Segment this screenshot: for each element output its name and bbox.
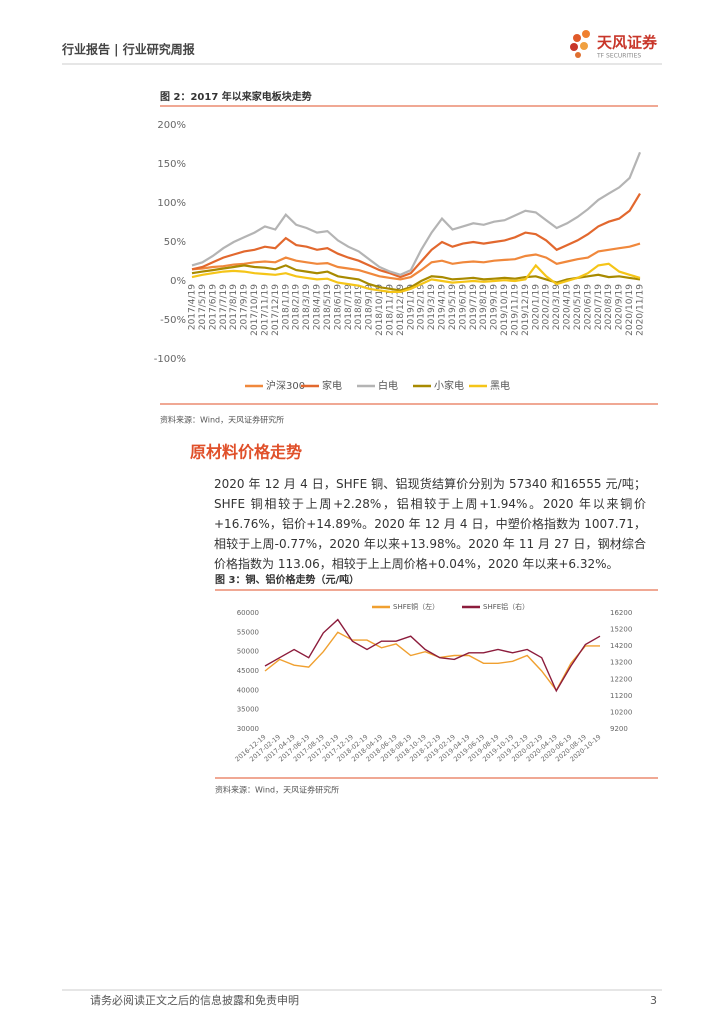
y2-tick-label: 13200 bbox=[610, 659, 632, 667]
legend-label: 黑电 bbox=[490, 379, 510, 392]
paragraph: 2020 年 12 月 4 日，SHFE 铜、铝现货结算价分别为 57340 和… bbox=[214, 477, 646, 571]
series-line bbox=[264, 618, 601, 693]
x-tick-label: 2017/4/19 bbox=[188, 284, 198, 330]
x-tick-label: 2017/7/19 bbox=[219, 284, 229, 330]
y-tick-label: 45000 bbox=[237, 667, 259, 675]
legend-label: 沪深300 bbox=[266, 379, 305, 392]
x-tick-label: 2018/12/19 bbox=[396, 284, 406, 336]
x-tick-label: 2020/6/19 bbox=[583, 284, 593, 330]
series-line bbox=[191, 151, 642, 276]
x-tick-label: 2020/5/19 bbox=[573, 284, 583, 330]
legend-label: 白电 bbox=[378, 379, 398, 392]
y2-tick-label: 11200 bbox=[610, 692, 632, 700]
x-tick-label: 2020/8/19 bbox=[604, 284, 614, 330]
y-tick-label: 100% bbox=[157, 198, 186, 209]
x-tick-label: 2018/8/19 bbox=[354, 284, 364, 330]
y2-tick-label: 12200 bbox=[610, 675, 632, 683]
footer-disclaimer: 请务必阅读正文之后的信息披露和免责申明 bbox=[90, 993, 299, 1007]
x-tick-label: 2017/10/19 bbox=[250, 284, 260, 336]
logo-name: 天风证券 bbox=[597, 34, 658, 52]
x-tick-label: 2020/9/19 bbox=[615, 284, 625, 330]
x-tick-label: 2017/5/19 bbox=[198, 284, 208, 330]
figure-source: 资料来源：Wind，天风证券研究所 bbox=[215, 785, 339, 795]
x-tick-label: 2019/10/19 bbox=[500, 284, 510, 336]
series-line bbox=[191, 262, 641, 293]
y-tick-label: 0% bbox=[170, 276, 186, 287]
y2-tick-label: 10200 bbox=[610, 708, 632, 716]
figure-source: 资料来源：Wind，天风证券研究所 bbox=[160, 415, 284, 425]
x-tick-label: 2017/9/19 bbox=[240, 284, 250, 330]
x-tick-label: 2019/9/19 bbox=[490, 284, 500, 330]
x-tick-label: 2020/11/19 bbox=[636, 284, 646, 336]
y2-tick-label: 15200 bbox=[610, 626, 632, 634]
y2-tick-label: 9200 bbox=[610, 725, 628, 733]
y-tick-label: 50000 bbox=[237, 648, 259, 656]
y-tick-label: 60000 bbox=[237, 609, 259, 617]
x-tick-label: 2019/8/19 bbox=[479, 284, 489, 330]
y-tick-label: 30000 bbox=[237, 725, 259, 733]
x-tick-label: 2020/2/19 bbox=[542, 284, 552, 330]
y-tick-label: -100% bbox=[154, 354, 186, 365]
series-line bbox=[191, 242, 641, 281]
x-tick-label: 2018/1/19 bbox=[281, 284, 291, 330]
x-tick-label: 2018/2/19 bbox=[292, 284, 302, 330]
header-title: 行业报告 | 行业研究周报 bbox=[61, 42, 195, 57]
y-tick-label: 200% bbox=[157, 120, 186, 131]
series-line bbox=[191, 193, 641, 279]
x-tick-label: 2019/12/19 bbox=[521, 284, 531, 336]
x-tick-label: 2020/7/19 bbox=[594, 284, 604, 330]
y-tick-label: -50% bbox=[160, 315, 186, 326]
section-heading: 原材料价格走势 bbox=[190, 443, 302, 462]
x-tick-label: 2017/6/19 bbox=[208, 284, 218, 330]
series-line bbox=[264, 631, 600, 692]
x-tick-label: 2020/3/19 bbox=[552, 284, 562, 330]
x-tick-label: 2019/11/19 bbox=[510, 284, 520, 336]
logo-mark bbox=[570, 30, 590, 58]
x-tick-label: 2019/2/19 bbox=[417, 284, 427, 330]
x-tick-label: 2017/11/19 bbox=[260, 284, 270, 336]
legend-label: SHFE铜（左） bbox=[393, 602, 439, 611]
x-tick-label: 2020/4/19 bbox=[563, 284, 573, 330]
x-tick-label: 2018/10/19 bbox=[375, 284, 385, 336]
x-tick-label: 2017/8/19 bbox=[229, 284, 239, 330]
series-line bbox=[191, 264, 641, 292]
y-tick-label: 150% bbox=[157, 159, 186, 170]
x-tick-label: 2020/10/19 bbox=[625, 284, 635, 336]
legend-label: SHFE铝（右） bbox=[483, 602, 529, 611]
x-tick-label: 2018/4/19 bbox=[313, 284, 323, 330]
x-tick-label: 2019/7/19 bbox=[469, 284, 479, 330]
x-tick-label: 2018/11/19 bbox=[385, 284, 395, 336]
x-tick-label: 2020/1/19 bbox=[531, 284, 541, 330]
legend-label: 小家电 bbox=[434, 379, 464, 392]
x-tick-label: 2018/6/19 bbox=[333, 284, 343, 330]
x-tick-label: 2019/4/19 bbox=[438, 284, 448, 330]
x-tick-label: 2018/3/19 bbox=[302, 284, 312, 330]
legend-label: 家电 bbox=[322, 379, 342, 392]
x-tick-label: 2019/5/19 bbox=[448, 284, 458, 330]
x-tick-label: 2018/9/19 bbox=[365, 284, 375, 330]
y2-tick-label: 16200 bbox=[610, 609, 632, 617]
x-tick-label: 2019/6/19 bbox=[458, 284, 468, 330]
y-tick-label: 40000 bbox=[237, 686, 259, 694]
y2-tick-label: 14200 bbox=[610, 642, 632, 650]
figure-title: 图 3：铜、铝价格走势（元/吨） bbox=[215, 573, 359, 586]
y-tick-label: 55000 bbox=[237, 628, 259, 636]
x-tick-label: 2019/3/19 bbox=[427, 284, 437, 330]
page-number: 3 bbox=[650, 994, 657, 1007]
logo-sub: TF SECURITIES bbox=[596, 53, 641, 60]
y-tick-label: 35000 bbox=[237, 706, 259, 714]
y-tick-label: 50% bbox=[164, 237, 186, 248]
x-tick-label: 2018/5/19 bbox=[323, 284, 333, 330]
x-tick-label: 2018/7/19 bbox=[344, 284, 354, 330]
x-tick-label: 2019/1/19 bbox=[406, 284, 416, 330]
x-tick-label: 2017/12/19 bbox=[271, 284, 281, 336]
figure-title: 图 2：2017 年以来家电板块走势 bbox=[160, 90, 312, 103]
